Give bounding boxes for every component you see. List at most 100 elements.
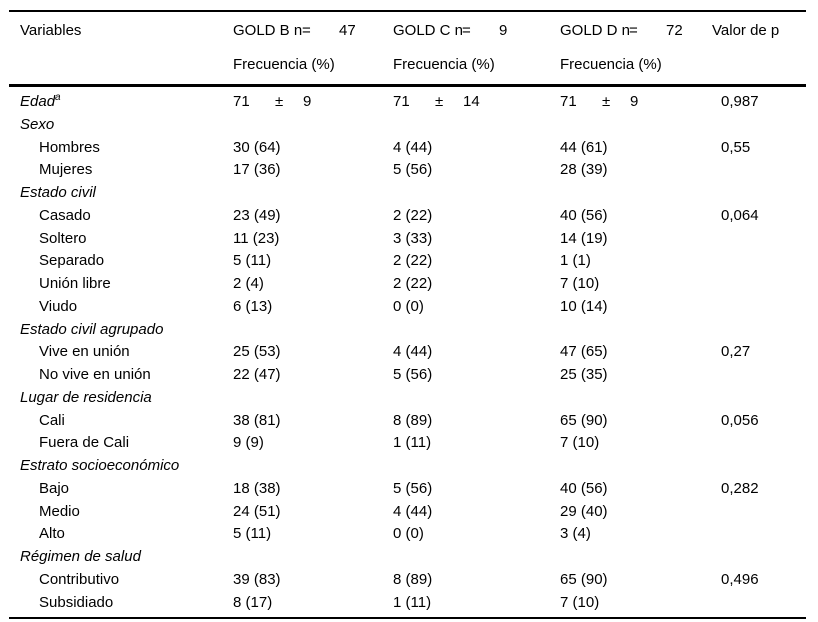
table-row: Cali 38 (81) 8 (89) 65 (90) 0,056 (9, 410, 806, 433)
table-row: Unión libre 2 (4) 2 (22) 7 (10) (9, 273, 806, 296)
table-header: Variables GOLD B n= 47 GOLD C n= 9 GOLD D … (9, 12, 806, 87)
row-label-text: Casado (39, 206, 91, 224)
cell-p-value (712, 455, 806, 478)
table-row: Mujeres 17 (36) 5 (56) 28 (39) (9, 159, 806, 182)
row-label-text: Mujeres (39, 161, 93, 179)
empty-cell (712, 55, 806, 75)
table-row: Subsidiado 8 (17) 1 (11) 7 (10) (9, 592, 806, 615)
cell-goldc: 4 (44) (393, 343, 433, 361)
cell-goldd: 40 (56) (560, 206, 608, 224)
row-label-text: Alto (39, 525, 65, 543)
row-label: Viudo (9, 296, 233, 319)
section-row: Régimen de salud (9, 546, 806, 569)
section-row: Estado civil agrupado (9, 319, 806, 342)
cell-goldc: 2 (22) (393, 252, 433, 270)
row-label: Mujeres (9, 159, 233, 182)
cell-goldc (393, 455, 560, 478)
cell-goldb (233, 387, 393, 410)
cell-goldc: 5 (56) (393, 479, 433, 497)
row-label: Alto (9, 523, 233, 546)
table-row: Alto 5 (11) 0 (0) 3 (4) (9, 523, 806, 546)
row-label-text: Lugar de residencia (20, 388, 152, 406)
cell-p-value: 0,496 (721, 570, 759, 588)
cell-goldd: 47 (65) (560, 343, 608, 361)
cell-goldc: 0 (0) (393, 297, 424, 315)
cell-p-value (712, 182, 806, 205)
subheader-label: Frecuencia (%) (560, 56, 662, 73)
cell-goldd: 28 (39) (560, 161, 608, 179)
row-label: Medio (9, 501, 233, 524)
cell-goldd: 10 (14) (560, 297, 608, 315)
row-label-text: Sexo (20, 115, 55, 133)
table-row: No vive en unión 22 (47) 5 (56) 25 (35) (9, 364, 806, 387)
equals-sign: = (462, 22, 471, 39)
value-part: 71 (560, 93, 577, 110)
value-part: 9 (630, 93, 639, 110)
row-label: Fuera de Cali (9, 432, 233, 455)
cell-goldc: 5 (56) (393, 366, 433, 383)
row-label: Sexo (9, 114, 233, 137)
cell-p-value (712, 114, 806, 137)
cell-goldc (393, 114, 560, 137)
cell-goldc: 5 (56) (393, 161, 433, 179)
cell-p-value (712, 523, 806, 546)
value-part: 14 (463, 93, 480, 110)
cell-goldb: 18 (38) (233, 479, 281, 497)
value-part: 71 (233, 93, 250, 110)
row-label: Estrato socioeconómico (9, 455, 233, 478)
column-header-goldd: GOLD D n= 72 (560, 21, 712, 41)
row-label: Casado (9, 205, 233, 228)
column-header-goldb: GOLD B n= 47 (233, 21, 393, 41)
row-label-text: Soltero (39, 229, 87, 247)
cell-goldb (233, 455, 393, 478)
cell-goldd: 3 (4) (560, 525, 591, 543)
cell-goldc (393, 319, 560, 342)
subheader-label: Frecuencia (%) (233, 56, 335, 73)
table-body: Edada 71 ±9 71 ±14 71 ±9 0,987 Sexo Hombres 30 (64… (9, 87, 806, 617)
cell-goldc: 2 (22) (393, 206, 433, 224)
plus-minus-sign: ± (275, 93, 284, 110)
row-label-text: Unión libre (39, 275, 111, 292)
row-label-text: Estado civil (20, 184, 96, 201)
value-part: 71 (393, 93, 410, 110)
row-label-text: Subsidiado (39, 593, 114, 611)
row-label: Unión libre (9, 273, 233, 296)
subheader-frecuencia-goldc: Frecuencia (%) (393, 55, 560, 75)
row-label: Soltero (9, 228, 233, 251)
row-label-text: Edad (20, 93, 56, 110)
row-label-text: Régimen de salud (20, 548, 141, 565)
cell-goldb: 8 (17) (233, 593, 273, 611)
row-label: Cali (9, 410, 233, 433)
cell-p-value (712, 228, 806, 251)
section-row: Estado civil (9, 182, 806, 205)
group-n: 72 (666, 22, 683, 39)
cell-p-value (712, 250, 806, 273)
table-row: Medio 24 (51) 4 (44) 29 (40) (9, 501, 806, 524)
group-n: 47 (339, 22, 356, 39)
cell-goldc: 3 (33) (393, 229, 433, 247)
cell-goldc: 0 (0) (393, 525, 424, 543)
cell-p-value: 0,987 (721, 93, 759, 110)
plus-minus-sign: ± (602, 93, 611, 110)
group-name: GOLD D n (560, 22, 631, 39)
row-label-text: Viudo (39, 297, 78, 315)
cell-goldb (233, 546, 393, 569)
table-row: Contributivo 39 (83) 8 (89) 65 (90) 0,496 (9, 569, 806, 592)
value-part: 9 (303, 93, 312, 110)
cell-goldd: 44 (61) (560, 138, 608, 156)
cell-goldb: 38 (81) (233, 411, 281, 429)
column-header-variables: Variables (9, 21, 233, 41)
row-label: Régimen de salud (9, 546, 233, 569)
row-label-text: Estrato socioeconómico (20, 457, 180, 474)
header-row-2: Frecuencia (%) Frecuencia (%) Frecuencia… (9, 55, 806, 75)
cell-goldc: 71 ±14 (393, 91, 560, 114)
cell-p-value (712, 159, 806, 182)
group-name: GOLD C n (393, 22, 464, 39)
row-label-text: Bajo (39, 479, 70, 497)
column-header-goldc: GOLD C n= 9 (393, 21, 560, 41)
cell-goldb: 30 (64) (233, 138, 281, 156)
cell-p-value (712, 546, 806, 569)
empty-cell (9, 55, 233, 75)
cell-goldc: 1 (11) (393, 434, 432, 452)
